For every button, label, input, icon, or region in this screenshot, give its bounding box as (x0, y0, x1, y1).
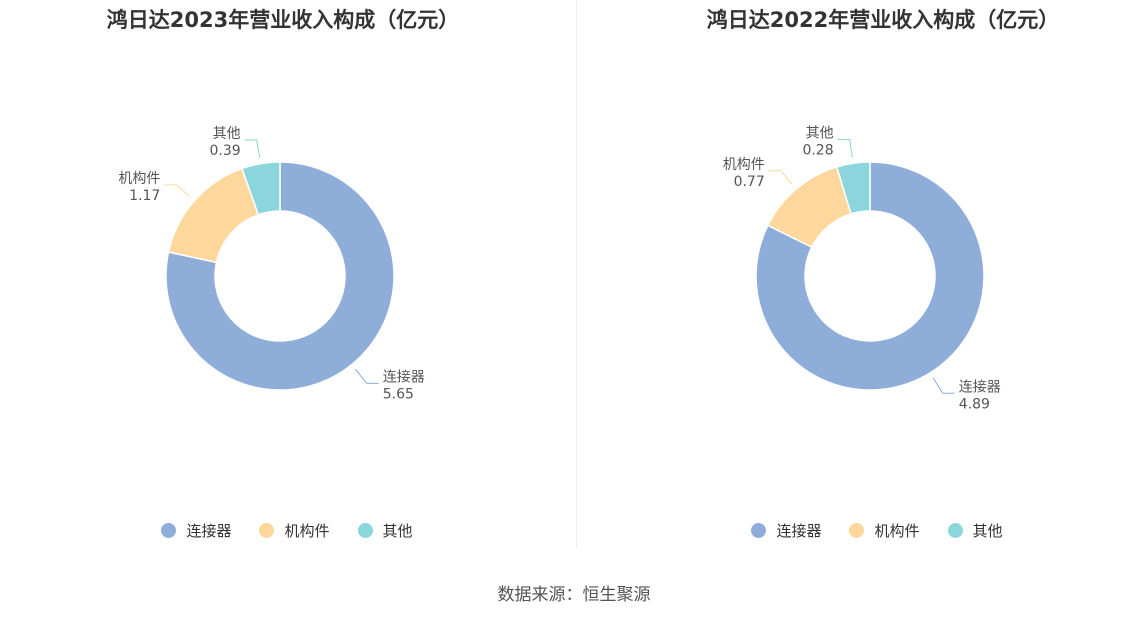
donut-slice-2[interactable] (835, 161, 871, 215)
slice-value-label: 4.89 (959, 396, 990, 412)
legend-item-other[interactable]: 其他 (947, 520, 1003, 541)
slice-value-label: 0.39 (209, 143, 240, 159)
slice-value-label: 1.17 (129, 188, 160, 204)
slice-value-label: 0.77 (734, 174, 765, 190)
data-source-note: 数据来源：恒生聚源 (497, 585, 651, 605)
label-leader-line (355, 369, 379, 384)
chart-title: 鸿日达2023年营业收入构成（亿元） (106, 8, 460, 32)
slice-category-label: 机构件 (118, 171, 160, 187)
donut-slice-1[interactable] (167, 167, 260, 264)
donut-slice-0[interactable] (165, 161, 395, 391)
legend-label: 连接器 (186, 522, 232, 540)
legend-item-connector[interactable]: 连接器 (161, 520, 231, 541)
legend-label: 其他 (382, 522, 413, 540)
label-leader-line (837, 139, 853, 158)
legend-label: 机构件 (874, 522, 920, 540)
chart-panel-2023: 鸿日达2023年营业收入构成（亿元） 连接器 5.65 机构件 1.17 其他 0.39 … (0, 0, 574, 560)
donut-slice-2[interactable] (241, 161, 281, 216)
slice-category-label: 机构件 (723, 157, 765, 173)
legend-item-structural-part[interactable]: 机构件 (259, 520, 330, 541)
legend-item-other[interactable]: 其他 (357, 520, 413, 541)
legend-dot (161, 523, 177, 538)
slice-category-label: 其他 (213, 126, 241, 142)
legend-dot (357, 523, 373, 538)
slice-category-label: 连接器 (383, 368, 425, 385)
chart-title: 鸿日达2022年营业收入构成（亿元） (706, 8, 1060, 32)
panel-divider (576, 0, 577, 548)
legend-label: 其他 (972, 522, 1003, 540)
legend-label: 连接器 (776, 522, 822, 540)
legend-dot (947, 523, 963, 538)
slice-category-label: 连接器 (959, 378, 1001, 395)
legend-item-structural-part[interactable]: 机构件 (849, 520, 920, 541)
legend-item-connector[interactable]: 连接器 (751, 520, 821, 541)
slice-category-label: 其他 (806, 126, 834, 142)
label-leader-line (244, 139, 261, 158)
legend-dot (751, 523, 767, 538)
label-leader-line (932, 377, 955, 394)
legend-dot (259, 523, 275, 538)
legend: 连接器 机构件 其他 (590, 520, 1148, 541)
label-leader-line (164, 184, 191, 198)
legend-dot (849, 523, 865, 538)
legend: 连接器 机构件 其他 (0, 520, 574, 541)
label-leader-line (768, 170, 793, 185)
slice-value-label: 5.65 (383, 386, 414, 402)
slice-value-label: 0.28 (802, 143, 833, 159)
chart-panel-2022: 鸿日达2022年营业收入构成（亿元） 连接器 4.89 机构件 0.77 其他 0.28 … (574, 0, 1148, 560)
legend-label: 机构件 (284, 522, 330, 540)
donut-slice-0[interactable] (755, 161, 985, 391)
